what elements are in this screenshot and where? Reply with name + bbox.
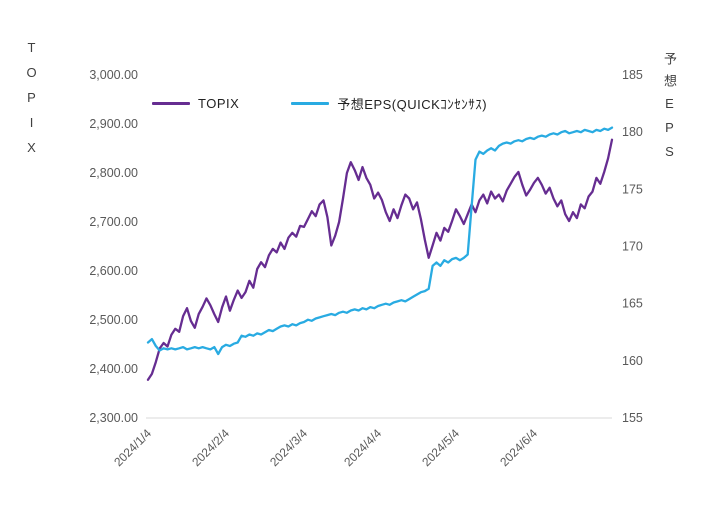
x-axis-tick-label: 2024/5/4 bbox=[419, 426, 462, 469]
left-axis-tick-label: 2,300.00 bbox=[89, 411, 138, 425]
x-axis-tick-label: 2024/2/4 bbox=[189, 426, 232, 469]
left-axis-tick-label: 3,000.00 bbox=[89, 68, 138, 82]
topix-line-swatch bbox=[152, 102, 190, 105]
left-axis-tick-label: 2,600.00 bbox=[89, 264, 138, 278]
left-axis-tick-label: 2,800.00 bbox=[89, 166, 138, 180]
left-axis-tick-label: 2,400.00 bbox=[89, 362, 138, 376]
right-axis-tick-label: 160 bbox=[622, 354, 643, 368]
right-axis-tick-label: 175 bbox=[622, 182, 643, 196]
right-axis-tick-label: 165 bbox=[622, 297, 643, 311]
x-axis-tick-label: 2024/4/4 bbox=[341, 426, 384, 469]
eps-line-swatch bbox=[291, 102, 330, 105]
right-axis-tick-label: 185 bbox=[622, 68, 643, 82]
legend-item-eps: 予想EPS(QUICKｺﾝｾﾝｻｽ) bbox=[291, 94, 487, 113]
left-axis-tick-label: 2,700.00 bbox=[89, 215, 138, 229]
line-eps bbox=[146, 126, 614, 356]
right-axis-title: 予想EPS bbox=[662, 52, 677, 168]
left-axis-tick-label: 2,900.00 bbox=[89, 117, 138, 131]
right-axis-tick-label: 170 bbox=[622, 240, 643, 254]
right-axis-tick-label: 155 bbox=[622, 411, 643, 425]
topix-legend-label: TOPIX bbox=[198, 96, 240, 111]
eps-legend-label: 予想EPS(QUICKｺﾝｾﾝｻｽ) bbox=[337, 97, 488, 112]
legend: TOPIX 予想EPS(QUICKｺﾝｾﾝｻｽ) bbox=[152, 94, 487, 113]
x-axis-tick-label: 2024/1/4 bbox=[111, 426, 154, 469]
legend-item-topix: TOPIX bbox=[152, 96, 239, 111]
right-axis-tick-label: 180 bbox=[622, 125, 643, 139]
left-axis-title: TOPIX bbox=[24, 40, 39, 165]
x-axis-tick-label: 2024/3/4 bbox=[267, 426, 310, 469]
line-topix bbox=[146, 138, 614, 381]
x-axis-tick-label: 2024/6/4 bbox=[497, 426, 540, 469]
left-axis-tick-label: 2,500.00 bbox=[89, 313, 138, 327]
